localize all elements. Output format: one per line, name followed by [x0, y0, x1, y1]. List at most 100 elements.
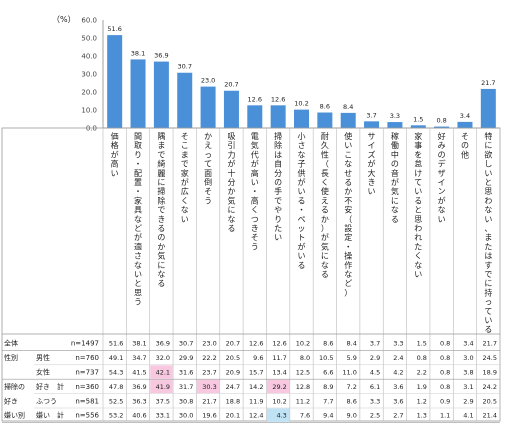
category-label: 耐久性（長く使えるか）が気になる [321, 131, 329, 279]
category-label: 家事を怠けていると思われたくない [414, 131, 422, 279]
bar-value-label: 20.7 [224, 81, 238, 89]
table-cell: 20.9 [226, 369, 240, 377]
table-cell: 36.9 [132, 383, 146, 391]
table-cell: 9.0 [347, 412, 357, 420]
category-label: 価格が高い [111, 131, 119, 178]
bar [340, 112, 356, 128]
data-table: 全体 n=1497 51.6 38.1 36.9 30.7 23.0 20.7 12.6 12.6… [1, 127, 501, 423]
table-cell: 9.6 [253, 354, 263, 362]
table-cell: 0.8 [417, 354, 427, 362]
category-label: 稼働中の音が気になる [391, 131, 399, 224]
table-cell: 1.2 [417, 397, 427, 405]
y-tick-label: 10.0 [81, 107, 97, 115]
bar-value-label: 30.7 [177, 63, 191, 71]
table-cell-highlight [150, 379, 173, 394]
bar-value-label: 0.8 [436, 117, 446, 125]
category-label: 間取り・配置・家具などが適さないと思う [134, 132, 142, 307]
bar [364, 121, 380, 128]
table-cell: 1.9 [417, 383, 427, 391]
category-label: その他 [461, 132, 469, 159]
table-group-label: 嫌い別 [4, 411, 25, 420]
table-cell: 11.7 [272, 354, 286, 362]
table-row-n: n=760 [75, 354, 99, 362]
unit-label: （%） [52, 15, 76, 24]
bar-value-label: 8.6 [320, 103, 330, 111]
table-cell: 36.3 [132, 397, 146, 405]
table-cell: 52.5 [109, 397, 123, 405]
table-cell: 8.9 [323, 383, 333, 391]
table-cell: 4.3 [276, 412, 286, 420]
bar-value-label: 21.7 [481, 79, 495, 87]
table-cell: 51.6 [109, 340, 123, 348]
table-cell: 12.6 [272, 340, 286, 348]
table-cell: 32.0 [156, 354, 170, 362]
y-tick-label: 30.0 [81, 71, 97, 79]
table-cell: 34.7 [132, 354, 146, 362]
table-cell: 13.4 [272, 369, 286, 377]
table-cell: 42.1 [156, 369, 170, 377]
bar [387, 122, 403, 128]
bar-value-label: 51.6 [107, 25, 121, 33]
table-row-n: n=581 [75, 397, 99, 405]
table-cell: 0.8 [440, 340, 450, 348]
table-cell: 20.5 [483, 397, 497, 405]
table-cell: 4.5 [370, 369, 380, 377]
table-cell: 18.9 [483, 369, 497, 377]
table-cell: 21.7 [483, 340, 497, 348]
table-cell: 38.1 [132, 340, 146, 348]
table-row-n: n=737 [75, 369, 99, 377]
table-cell: 3.7 [370, 340, 380, 348]
bar [317, 112, 333, 128]
table-cell: 7.2 [347, 383, 357, 391]
table-cell-highlight [266, 379, 290, 394]
table-cell: 14.2 [249, 383, 263, 391]
table-cell: 0.9 [440, 397, 450, 405]
table-group-label: 掃除の [4, 382, 25, 391]
table-cell: 29.2 [272, 383, 286, 391]
table-cell: 33.1 [156, 412, 170, 420]
table-cell: 22.2 [202, 354, 216, 362]
table-cell: 5.9 [347, 354, 357, 362]
bar-value-label: 3.4 [460, 112, 470, 120]
bar [434, 126, 450, 128]
table-cell: 3.1 [463, 383, 473, 391]
table-row-label: 好き 計 [36, 382, 64, 391]
table-cell: 23.0 [202, 340, 216, 348]
table-cell: 20.7 [226, 340, 240, 348]
bar [247, 105, 263, 128]
table-cell: 23.7 [202, 369, 216, 377]
table-cell: 12.8 [296, 383, 310, 391]
table-cell: 6.1 [370, 383, 380, 391]
table-group-label: 好き [4, 396, 18, 405]
table-cell: 30.7 [179, 340, 193, 348]
y-tick-label: 60.0 [81, 17, 97, 25]
table-cell: 8.6 [323, 340, 333, 348]
y-tick-label: 50.0 [81, 35, 97, 43]
table-cell: 36.9 [156, 340, 170, 348]
table-cell: 2.4 [393, 354, 403, 362]
table-cell: 30.0 [179, 412, 193, 420]
table-cell: 37.5 [156, 397, 170, 405]
table-cell: 3.0 [463, 354, 473, 362]
table-cell: 24.5 [483, 354, 497, 362]
bar [153, 61, 169, 128]
table-cell: 2.5 [370, 412, 380, 420]
category-label: サイズが大きい [368, 132, 376, 196]
table-cell: 30.8 [179, 397, 193, 405]
table-cell: 29.9 [179, 354, 193, 362]
bar [480, 88, 496, 128]
category-label: そこまで家が広くない [181, 132, 189, 224]
table-cell: 3.6 [393, 383, 403, 391]
table-cell: 4.2 [393, 369, 403, 377]
table-row-n: n=556 [75, 412, 99, 420]
table-cell: 11.9 [249, 397, 263, 405]
bar [130, 59, 146, 128]
table-cell: 4.1 [463, 412, 473, 420]
table-cell: 19.6 [202, 412, 216, 420]
table-cell: 3.4 [463, 340, 473, 348]
table-cell: 3.3 [370, 397, 380, 405]
bar-value-label: 12.6 [248, 95, 262, 103]
table-cell: 1.3 [417, 412, 427, 420]
table-cell: 21.4 [483, 412, 497, 420]
